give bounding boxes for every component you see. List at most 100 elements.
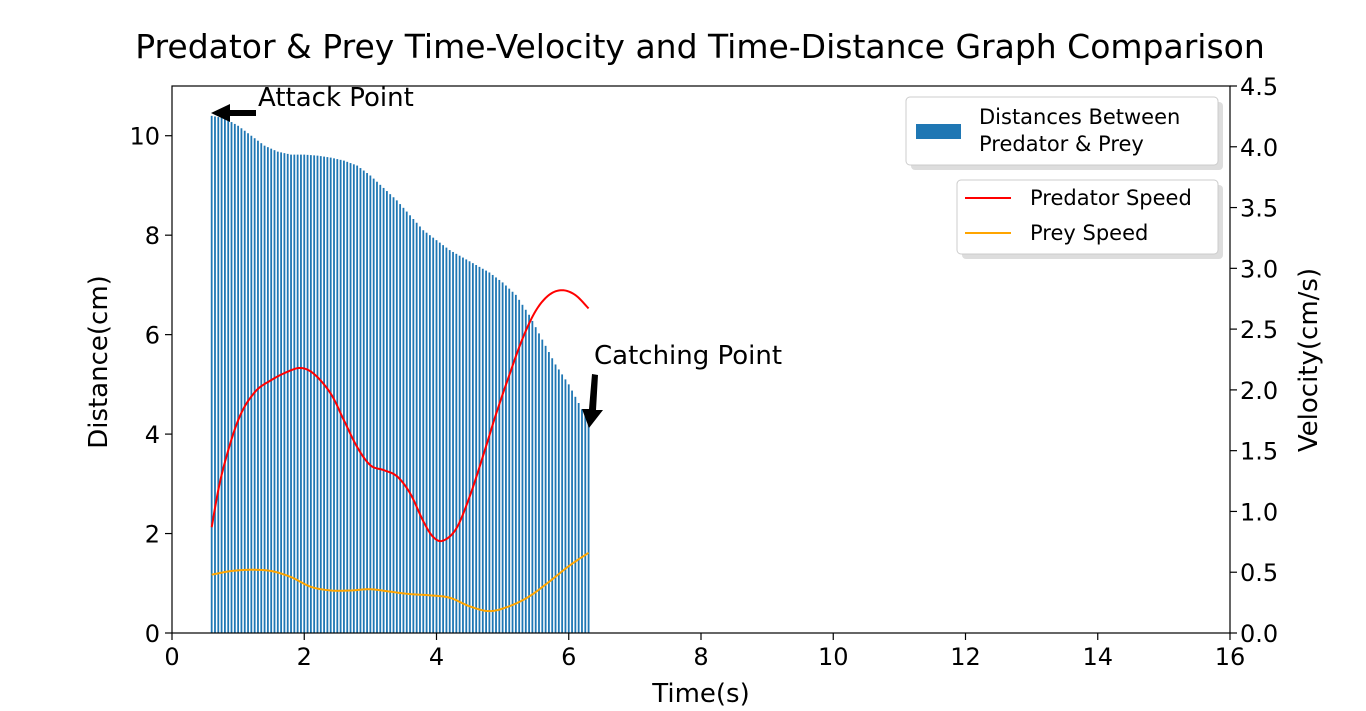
distance-bar	[548, 352, 550, 633]
distance-bar	[524, 309, 527, 633]
y-left-tick-label: 0	[145, 620, 160, 648]
distance-bar	[528, 314, 530, 633]
x-tick-label: 16	[1215, 643, 1246, 671]
y-right-tick-label: 3.0	[1240, 255, 1278, 283]
distance-bar	[402, 207, 405, 633]
distance-bar	[349, 163, 352, 633]
distance-bar	[333, 158, 335, 633]
distance-bar	[452, 251, 454, 633]
distance-bar	[415, 222, 418, 633]
distance-bar	[250, 135, 253, 634]
y-right-axis-label: Velocity(cm/s)	[1294, 268, 1324, 452]
distance-bar	[514, 294, 517, 633]
distance-bar	[303, 154, 306, 633]
legend-predator-label: Predator Speed	[1030, 186, 1192, 210]
x-axis-label: Time(s)	[651, 679, 749, 709]
distance-bar	[243, 130, 246, 633]
distance-bar	[227, 120, 230, 633]
distance-bar	[270, 148, 273, 633]
distance-bar	[369, 175, 372, 633]
distance-bar	[544, 345, 547, 633]
distance-bar	[293, 154, 296, 633]
distance-bar	[468, 261, 471, 633]
y-right-tick-label: 4.0	[1240, 134, 1278, 162]
distance-bar	[339, 159, 342, 633]
distance-bar	[584, 414, 587, 633]
y-left-tick-label: 4	[145, 421, 160, 449]
distance-bar	[389, 194, 392, 633]
distance-bar	[210, 115, 213, 634]
distance-bar	[455, 253, 458, 633]
distance-bar	[445, 247, 448, 634]
distance-bar	[412, 219, 415, 633]
distance-bar	[501, 282, 504, 633]
distance-bar	[409, 215, 411, 634]
distance-bar	[425, 232, 428, 633]
x-tick-label: 6	[561, 643, 576, 671]
distance-bar	[283, 153, 286, 633]
distance-bar	[240, 128, 243, 633]
distance-bar	[557, 369, 560, 633]
legend-bar-swatch	[916, 124, 961, 139]
attack-point-arrow	[211, 104, 256, 122]
x-tick-label: 4	[429, 643, 444, 671]
distance-bar	[352, 164, 355, 633]
distance-bar	[386, 191, 388, 634]
distance-bar	[551, 358, 554, 633]
distance-bar	[224, 118, 226, 633]
y-right-tick-label: 0.0	[1240, 620, 1278, 648]
distance-bar	[491, 274, 494, 633]
distance-bar	[505, 285, 507, 633]
distance-bar	[432, 237, 435, 634]
y-right-tick-label: 2.0	[1240, 377, 1278, 405]
y-left-tick-label: 2	[145, 521, 160, 549]
distance-bar	[257, 140, 259, 633]
predator-speed-line	[210, 289, 590, 543]
distance-bar	[276, 151, 279, 633]
distance-bar	[481, 268, 484, 633]
catching-point-arrow	[582, 374, 603, 428]
x-tick-label: 12	[950, 643, 981, 671]
legend-distance-label-line2: Predator & Prey	[979, 132, 1144, 156]
legend-speed: Predator Speed Prey Speed	[956, 179, 1223, 259]
distance-bar	[372, 178, 375, 633]
distance-bar	[362, 170, 365, 634]
distance-bar	[399, 204, 402, 633]
distance-bar	[217, 117, 220, 633]
x-tick-label: 10	[818, 643, 849, 671]
distance-bar	[471, 263, 474, 633]
distance-bar	[306, 154, 309, 633]
distance-bar	[326, 157, 329, 634]
legend-distance: Distances Between Predator & Prey	[905, 96, 1223, 170]
y-left-tick-label: 10	[129, 123, 160, 151]
distance-bar	[564, 379, 567, 633]
distance-bar	[395, 200, 398, 633]
distance-bar	[405, 211, 408, 633]
distance-bar	[346, 161, 349, 633]
distance-bar	[266, 147, 269, 633]
y-left-axis-label: Distance(cm)	[84, 275, 114, 449]
distance-bar	[508, 288, 511, 633]
distance-bar	[230, 122, 233, 634]
attack-point-label: Attack Point	[258, 83, 414, 113]
distance-bar	[422, 230, 425, 633]
catching-point-label: Catching Point	[594, 341, 782, 371]
distance-bar	[323, 156, 325, 634]
y-right-tick-label: 4.5	[1240, 73, 1278, 101]
distance-bar	[313, 155, 316, 633]
distance-bar	[438, 242, 441, 633]
distance-bar	[488, 272, 491, 633]
distance-bar	[280, 152, 283, 633]
distance-bar	[290, 154, 292, 633]
distance-bar	[442, 245, 445, 633]
y-left-tick-label: 8	[145, 222, 160, 250]
distance-bar	[343, 160, 345, 633]
distance-bar	[587, 419, 590, 633]
distance-bar	[233, 123, 236, 634]
distance-bar	[458, 255, 461, 633]
distance-bar	[253, 138, 256, 633]
x-tick-label: 8	[693, 643, 708, 671]
distance-bar	[296, 154, 299, 633]
x-tick-label: 0	[164, 643, 179, 671]
